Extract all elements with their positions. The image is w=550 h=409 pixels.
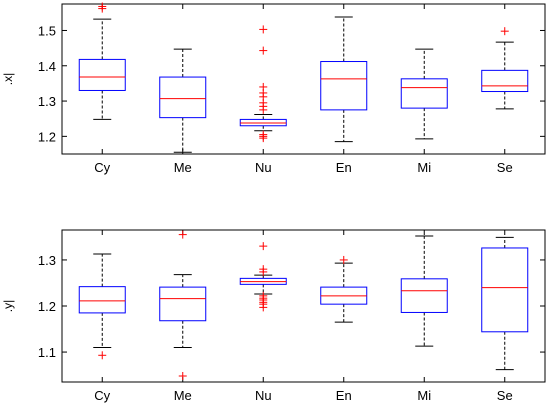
y-tick-label: 1.2 (38, 299, 56, 314)
x-tick-label: Mi (417, 388, 431, 403)
y-axis-label: .y| (1, 300, 15, 312)
y-tick-label: 1.4 (38, 59, 56, 74)
box-en (320, 255, 368, 323)
x-tick-label: Cy (94, 388, 110, 403)
boxplot-panel-y: 1.1 1.2 1.3 .y| Cy Me Nu En Mi Se (1, 229, 546, 403)
x-tick-label: Se (497, 160, 513, 175)
x-tick-label: Me (174, 388, 192, 403)
outlier-marker (259, 291, 268, 300)
box-en (320, 16, 368, 143)
y-tick-label: 1.5 (38, 23, 56, 38)
iqr-box (481, 247, 529, 333)
x-tick-label: Mi (417, 160, 431, 175)
y-tick-label: 1.3 (38, 94, 56, 109)
x-tick-label: En (336, 160, 352, 175)
axes-frame (61, 3, 546, 155)
outlier-marker (339, 255, 348, 264)
outlier-marker (178, 372, 187, 381)
box-me (159, 230, 207, 381)
box-se (481, 236, 529, 371)
iqr-box (159, 286, 207, 322)
axes-frame (61, 229, 546, 383)
box-mi (400, 48, 448, 140)
iqr-box (159, 76, 207, 119)
y-tick-label: 1.2 (38, 129, 56, 144)
x-tick-label: Nu (255, 160, 272, 175)
x-tick-label: En (336, 388, 352, 403)
box-cy (78, 253, 126, 360)
y-tick-label: 1.1 (38, 345, 56, 360)
y-tick-label: 1.3 (38, 253, 56, 268)
iqr-box (481, 69, 529, 93)
outlier-marker (178, 230, 187, 239)
outlier-marker (259, 25, 268, 34)
outlier-marker (500, 27, 509, 36)
box-nu (239, 25, 287, 143)
outlier-marker (259, 46, 268, 55)
x-tick-label: Se (497, 388, 513, 403)
iqr-box (320, 61, 368, 111)
x-tick-label: Cy (94, 160, 110, 175)
outlier-marker (259, 130, 268, 139)
boxplot-panel-x: 1.2 1.3 1.4 1.5 .x| Cy Me Nu En Mi Se (1, 2, 546, 175)
x-tick-label: Me (174, 160, 192, 175)
outlier-marker (259, 242, 268, 251)
outlier-marker (98, 351, 107, 360)
box-cy (78, 2, 126, 120)
iqr-box (400, 278, 448, 313)
iqr-box (400, 78, 448, 109)
box-mi (400, 235, 448, 347)
box-me (159, 48, 207, 153)
box-se (481, 27, 529, 110)
outlier-marker (259, 82, 268, 91)
iqr-box (78, 286, 126, 314)
outlier-marker (259, 265, 268, 274)
x-tick-label: Nu (255, 388, 272, 403)
box-nu (239, 242, 287, 312)
y-axis-label: .x| (1, 73, 15, 85)
iqr-box (78, 58, 126, 91)
outlier-marker (98, 2, 107, 11)
